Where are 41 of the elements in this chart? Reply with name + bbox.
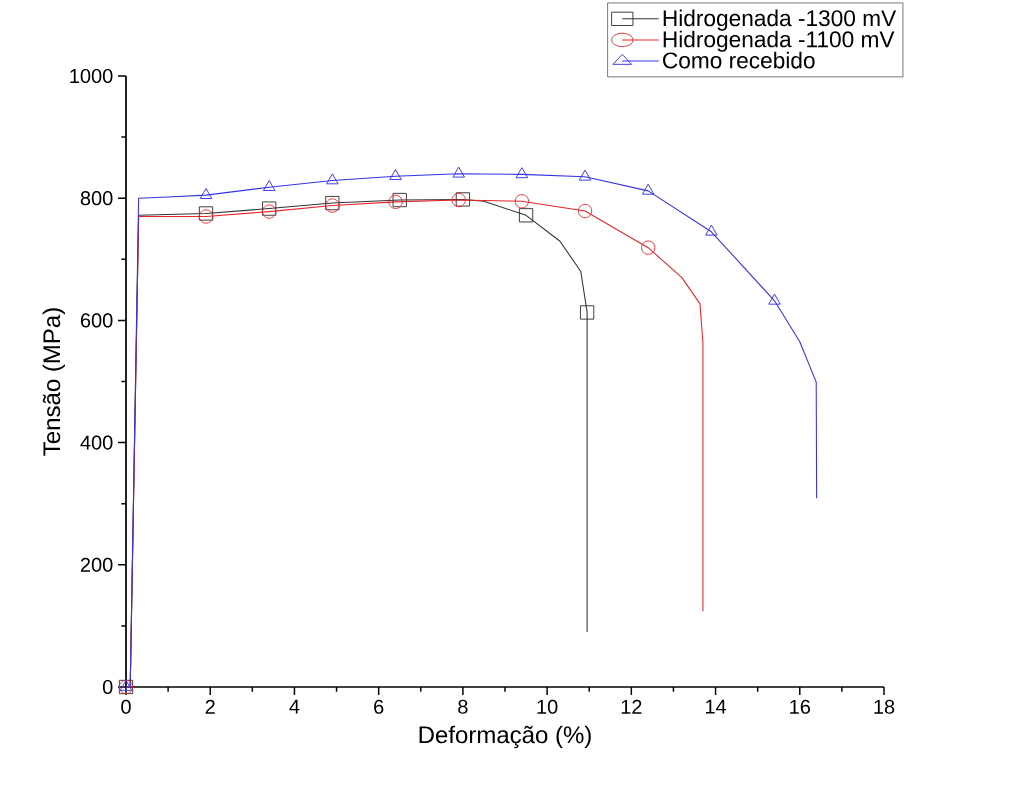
point [641,183,655,195]
x-tick-label: 6 [374,699,384,714]
x-tick-label: 16 [790,699,811,714]
point [578,169,592,181]
y-tick-label: 800 [80,191,113,206]
point [452,166,465,178]
legend-label: Hidrogenada -1100 mV [663,30,895,52]
point [119,679,133,691]
x-tick-label: 10 [537,699,558,714]
y-tick-label: 200 [80,557,113,572]
y-axis-title: Tensão (MPa) [42,308,65,456]
y-tick-label: 0 [102,679,113,695]
point [768,293,781,305]
y-tick-label: 400 [80,435,113,450]
x-tick-label: 12 [621,699,642,714]
point [451,192,466,208]
y-tick-label: 600 [80,313,113,328]
x-tick-label: 0 [121,699,131,714]
point [514,194,529,209]
point [388,194,403,209]
point [579,305,595,320]
x-tick-label: 18 [874,699,895,714]
point [705,224,718,236]
y-tick-label: 1000 [70,68,113,84]
point [326,173,339,185]
x-axis-title: Deformação (%) [419,725,591,749]
point [577,203,593,219]
x-tick-label: 14 [705,699,727,714]
legend-label: Hidrogenada -1300 mV [663,9,897,31]
point [392,192,407,208]
x-tick-label: 4 [289,699,300,714]
point [262,180,276,191]
point [389,169,402,180]
point [641,240,656,255]
x-tick-label: 8 [458,699,468,714]
legend-label: Como recebido [663,51,815,69]
point [199,188,213,199]
point [455,192,471,207]
point [515,167,529,179]
point [518,208,534,223]
x-tick-label: 2 [205,699,215,714]
